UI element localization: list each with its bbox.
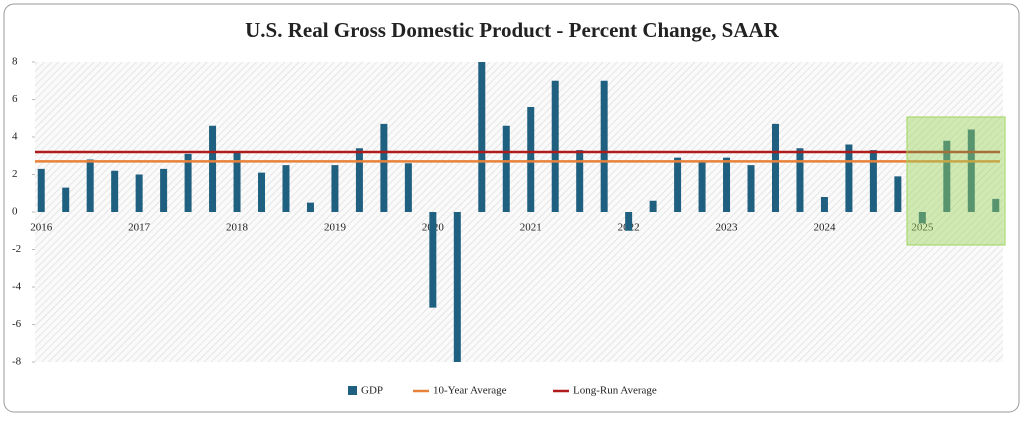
x-tick-label: 2025 <box>911 222 934 234</box>
bar <box>551 80 559 212</box>
bar <box>380 123 388 212</box>
x-tick-label: 2021 <box>520 222 542 234</box>
x-tick-label: 2017 <box>128 222 151 234</box>
bar <box>625 212 633 231</box>
bar <box>184 153 192 212</box>
bar <box>820 197 828 212</box>
legend-label: 10-Year Average <box>433 385 507 397</box>
bar <box>37 168 45 212</box>
bar <box>918 212 926 224</box>
bar <box>845 144 853 212</box>
y-tick-label: 0 <box>12 206 18 218</box>
y-tick-label: -2 <box>12 243 21 255</box>
bar <box>111 170 119 212</box>
bar <box>233 152 241 212</box>
x-tick-label: 2018 <box>226 222 249 234</box>
bar <box>967 129 975 212</box>
bar <box>747 165 755 212</box>
bar <box>600 80 608 212</box>
bar <box>306 202 314 212</box>
bar <box>796 148 804 212</box>
y-tick-label: 4 <box>12 131 18 143</box>
highlight-box <box>906 116 1006 246</box>
bar <box>62 187 70 212</box>
y-tick-label: -8 <box>12 356 22 368</box>
y-tick-label: 6 <box>12 93 18 105</box>
bar <box>331 165 339 212</box>
bar <box>992 198 1000 212</box>
bar <box>674 157 682 212</box>
bar <box>355 148 363 212</box>
bar <box>894 176 902 212</box>
bar <box>429 212 437 308</box>
bar <box>649 200 657 212</box>
bar <box>869 150 877 212</box>
bar <box>502 125 510 212</box>
bar <box>258 172 266 212</box>
bar <box>698 161 706 212</box>
bar <box>135 174 143 212</box>
bar <box>723 157 731 212</box>
y-tick-label: -4 <box>12 281 22 293</box>
y-tick-label: 2 <box>12 168 18 180</box>
y-tick-label: -6 <box>12 318 22 330</box>
bar <box>771 123 779 212</box>
y-tick-label: 8 <box>12 56 18 68</box>
bar <box>209 125 217 212</box>
x-tick-label: 2016 <box>30 222 53 234</box>
bar <box>527 107 535 212</box>
bar <box>160 168 168 212</box>
bar <box>478 62 486 212</box>
bar <box>404 163 412 212</box>
chart-title: U.S. Real Gross Domestic Product - Perce… <box>245 18 780 42</box>
x-tick-label: 2019 <box>324 222 347 234</box>
bar <box>943 140 951 212</box>
plot-area <box>35 62 1003 362</box>
legend-label: GDP <box>361 385 383 397</box>
bar <box>453 212 461 362</box>
legend-swatch <box>348 386 357 395</box>
x-tick-label: 2023 <box>716 222 739 234</box>
legend-label: Long-Run Average <box>573 385 657 397</box>
x-tick-label: 2024 <box>813 222 836 234</box>
bar <box>86 159 94 212</box>
bar <box>282 165 290 212</box>
bar <box>576 150 584 212</box>
